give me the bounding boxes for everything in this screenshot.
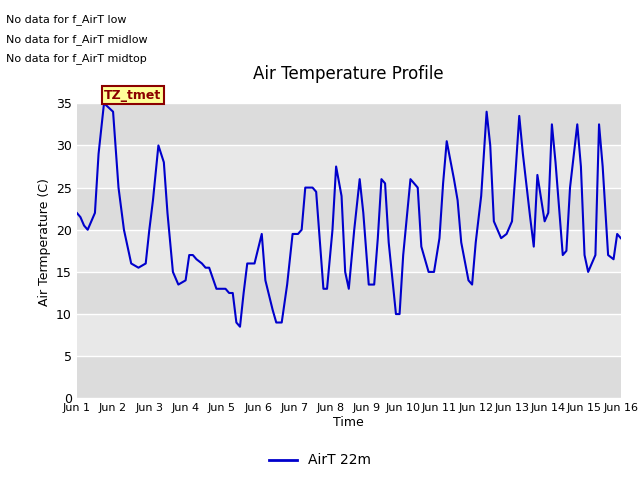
Bar xyxy=(77,314,621,356)
Text: No data for f_AirT midlow: No data for f_AirT midlow xyxy=(6,34,148,45)
Bar xyxy=(77,103,621,145)
X-axis label: Time: Time xyxy=(333,416,364,429)
Bar xyxy=(77,145,621,188)
Y-axis label: Air Termperature (C): Air Termperature (C) xyxy=(38,179,51,306)
Title: Air Temperature Profile: Air Temperature Profile xyxy=(253,65,444,84)
Bar xyxy=(77,188,621,230)
Text: No data for f_AirT midtop: No data for f_AirT midtop xyxy=(6,53,147,64)
Text: No data for f_AirT low: No data for f_AirT low xyxy=(6,14,127,25)
Text: TZ_tmet: TZ_tmet xyxy=(104,89,161,102)
Bar xyxy=(77,272,621,314)
Legend: AirT 22m: AirT 22m xyxy=(264,448,376,473)
Bar xyxy=(77,356,621,398)
Bar xyxy=(77,230,621,272)
